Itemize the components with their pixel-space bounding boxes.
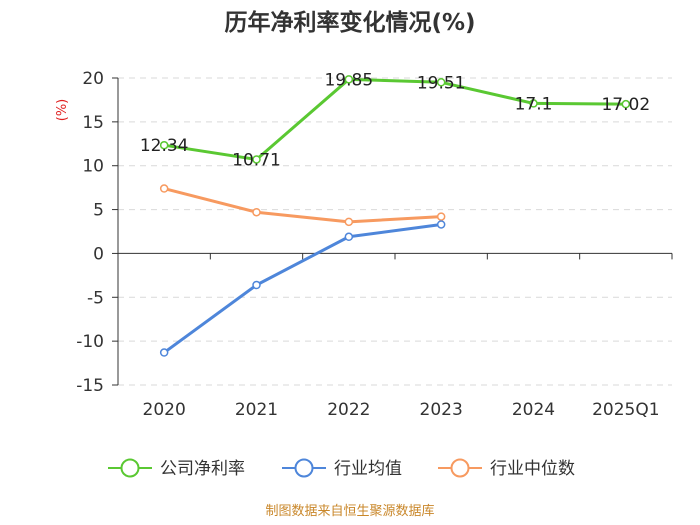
source-note: 制图数据来自恒生聚源数据库 [265,503,434,519]
y-tick-label: -10 [76,332,104,352]
data-point [344,75,354,84]
y-axis-label: (%) [55,99,70,122]
y-tick-label: 15 [82,113,104,133]
data-point [436,220,446,229]
data-point [344,232,354,242]
legend-label-1: 行业均值 [334,459,402,479]
y-tick-label: -15 [76,376,104,396]
data-point [344,217,354,227]
legend-label-2: 行业中位数 [490,459,575,479]
data-point [252,207,261,217]
legend-marker-2 [450,458,470,478]
series-line-1 [163,222,442,354]
y-tick-label: 0 [93,244,104,264]
data-point [436,212,446,221]
legend-label-0: 公司净利率 [160,459,245,479]
series-lines [159,75,631,357]
grid-lines [118,77,672,386]
x-tick-label: 2022 [327,400,370,420]
legend[interactable]: 公司净利率 行业均值 行业中位数 [108,458,575,479]
data-label: 19.51 [417,73,466,93]
data-labels: 12.34 10.71 19.85 19.51 17.1 17.02 [140,70,650,170]
data-point [159,184,169,193]
y-tick-label: 20 [82,69,104,89]
data-point [529,99,538,108]
legend-marker-1 [294,458,314,478]
series-line-2 [163,187,442,224]
data-label: 19.85 [324,70,373,90]
data-point [436,78,446,87]
data-point [159,140,169,150]
legend-marker-0 [120,458,140,478]
data-label: 10.71 [232,150,281,170]
data-label: 12.34 [140,136,189,156]
y-tick-label: 5 [93,201,104,221]
x-tick-label: 2023 [420,400,463,420]
x-tick-label: 2021 [235,400,278,420]
x-tick-label: 2025Q1 [592,400,659,420]
data-point [252,155,261,164]
axes: 20 15 10 5 0 -5 -10 -15 2020 2021 2022 2023 2024 2025… [76,69,673,420]
series-line-0 [163,77,626,161]
y-tick-label: -5 [87,288,104,308]
data-point [621,99,631,109]
x-tick-label: 2024 [512,400,555,420]
data-point [159,348,169,357]
y-tick-label: 10 [82,157,104,177]
x-tick-label: 2020 [143,400,186,420]
chart-title: 历年净利率变化情况(%) [224,9,475,36]
data-point [252,280,261,290]
data-label: 17.1 [515,94,553,114]
data-label: 17.02 [601,95,650,115]
